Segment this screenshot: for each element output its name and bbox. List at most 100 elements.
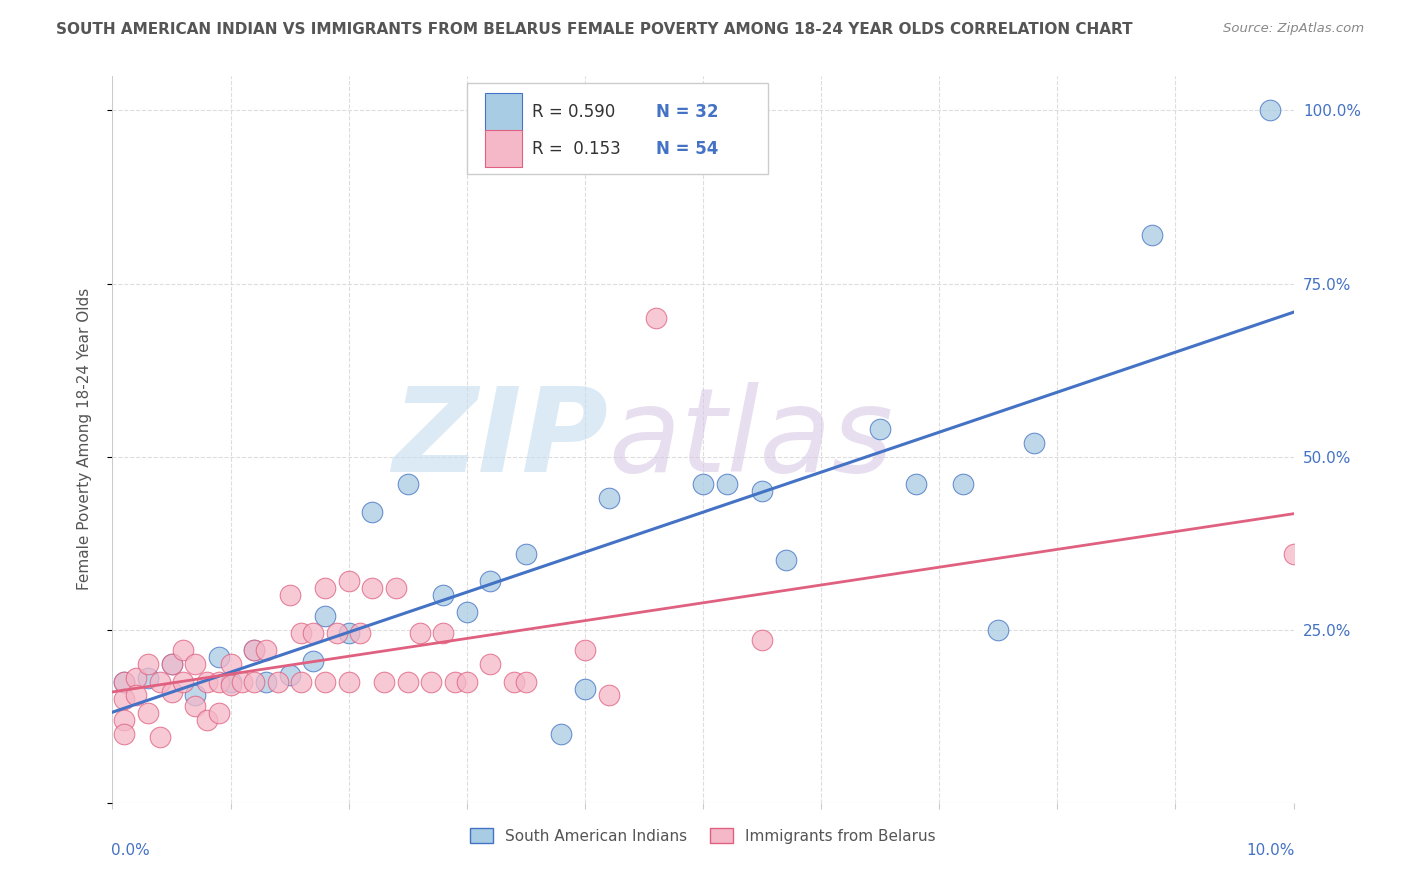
Point xyxy=(337,574,360,589)
Point xyxy=(396,674,419,689)
Point xyxy=(314,674,336,689)
Point xyxy=(195,713,218,727)
Point xyxy=(1282,547,1305,561)
Point xyxy=(149,674,172,689)
Point xyxy=(444,674,467,689)
Point xyxy=(208,706,231,720)
Point xyxy=(479,574,502,589)
Point xyxy=(751,484,773,499)
Point xyxy=(208,674,231,689)
Point xyxy=(432,588,454,602)
Point xyxy=(290,674,312,689)
Point xyxy=(456,606,478,620)
Point xyxy=(373,674,395,689)
Point xyxy=(219,657,242,672)
Point xyxy=(219,674,242,689)
Point xyxy=(598,491,620,505)
Point xyxy=(574,643,596,657)
Point xyxy=(716,477,738,491)
Point xyxy=(574,681,596,696)
Point xyxy=(136,706,159,720)
Point xyxy=(278,588,301,602)
Point xyxy=(112,674,135,689)
Point xyxy=(195,674,218,689)
Point xyxy=(361,505,384,519)
Point xyxy=(869,422,891,436)
Point xyxy=(278,667,301,681)
Point xyxy=(290,626,312,640)
Point xyxy=(112,692,135,706)
Point xyxy=(184,698,207,713)
Text: SOUTH AMERICAN INDIAN VS IMMIGRANTS FROM BELARUS FEMALE POVERTY AMONG 18-24 YEAR: SOUTH AMERICAN INDIAN VS IMMIGRANTS FROM… xyxy=(56,22,1133,37)
Text: R = 0.590: R = 0.590 xyxy=(531,103,614,121)
Y-axis label: Female Poverty Among 18-24 Year Olds: Female Poverty Among 18-24 Year Olds xyxy=(77,288,91,591)
Point xyxy=(1258,103,1281,118)
Point xyxy=(184,689,207,703)
Text: ZIP: ZIP xyxy=(392,382,609,497)
Point xyxy=(172,674,194,689)
Point xyxy=(396,477,419,491)
Point xyxy=(136,657,159,672)
Point xyxy=(160,657,183,672)
Point xyxy=(243,643,266,657)
FancyBboxPatch shape xyxy=(485,129,522,168)
Point xyxy=(1022,435,1045,450)
Point xyxy=(361,581,384,595)
Point xyxy=(125,689,148,703)
Point xyxy=(420,674,443,689)
Point xyxy=(952,477,974,491)
Point xyxy=(172,643,194,657)
Point xyxy=(314,581,336,595)
Point xyxy=(456,674,478,689)
Text: N = 32: N = 32 xyxy=(655,103,718,121)
Point xyxy=(125,671,148,685)
Point xyxy=(751,633,773,648)
Point xyxy=(136,671,159,685)
Point xyxy=(160,685,183,699)
Text: Source: ZipAtlas.com: Source: ZipAtlas.com xyxy=(1223,22,1364,36)
Point xyxy=(302,654,325,668)
Point xyxy=(184,657,207,672)
Point xyxy=(550,726,572,740)
FancyBboxPatch shape xyxy=(467,83,768,174)
FancyBboxPatch shape xyxy=(485,94,522,131)
Point xyxy=(644,311,666,326)
Point xyxy=(385,581,408,595)
Point xyxy=(904,477,927,491)
Point xyxy=(598,689,620,703)
Point xyxy=(326,626,349,640)
Point xyxy=(112,726,135,740)
Point xyxy=(302,626,325,640)
Point xyxy=(231,674,253,689)
Point xyxy=(243,674,266,689)
Point xyxy=(219,678,242,692)
Point xyxy=(692,477,714,491)
Point xyxy=(254,674,277,689)
Point xyxy=(243,643,266,657)
Point xyxy=(267,674,290,689)
Text: 0.0%: 0.0% xyxy=(111,843,150,858)
Legend: South American Indians, Immigrants from Belarus: South American Indians, Immigrants from … xyxy=(464,822,942,850)
Point xyxy=(408,626,430,640)
Point xyxy=(1140,228,1163,243)
Text: 10.0%: 10.0% xyxy=(1246,843,1295,858)
Point xyxy=(349,626,371,640)
Point xyxy=(775,553,797,567)
Point xyxy=(515,674,537,689)
Point xyxy=(314,608,336,623)
Point xyxy=(160,657,183,672)
Point xyxy=(208,650,231,665)
Point xyxy=(503,674,526,689)
Point xyxy=(479,657,502,672)
Point xyxy=(987,623,1010,637)
Point xyxy=(432,626,454,640)
Point xyxy=(515,547,537,561)
Text: atlas: atlas xyxy=(609,383,894,496)
Point xyxy=(254,643,277,657)
Point xyxy=(112,713,135,727)
Text: N = 54: N = 54 xyxy=(655,139,718,158)
Point xyxy=(112,674,135,689)
Point xyxy=(149,730,172,744)
Text: R =  0.153: R = 0.153 xyxy=(531,139,620,158)
Point xyxy=(337,626,360,640)
